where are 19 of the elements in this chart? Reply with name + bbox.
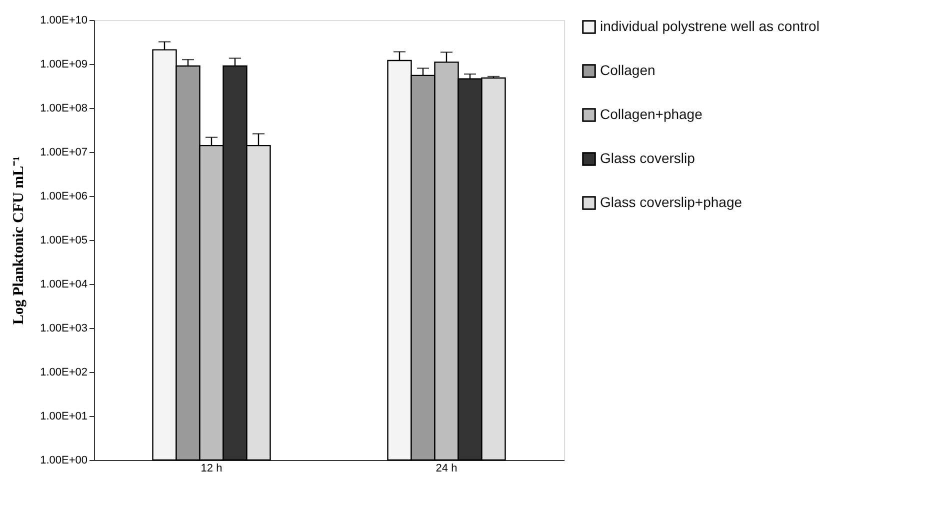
y-tick-label: 1.00E+01 [40, 410, 88, 422]
x-tick-label: 24 h [436, 462, 458, 474]
y-axis-title: Log Planktonic CFU mL⁻¹ [11, 156, 28, 325]
y-tick-label: 1.00E+08 [40, 102, 88, 114]
y-tick-label: 1.00E+00 [40, 454, 88, 466]
y-tick-label: 1.00E+05 [40, 234, 88, 246]
legend-label: Glass coverslip [600, 150, 696, 166]
legend-label: Glass coverslip+phage [600, 194, 742, 210]
y-tick-label: 1.00E+02 [40, 366, 88, 378]
legend-label: Collagen+phage [600, 106, 703, 122]
x-tick-label: 12 h [200, 462, 222, 474]
y-tick-label: 1.00E+09 [40, 58, 88, 70]
y-tick-label: 1.00E+06 [40, 190, 88, 202]
legend-label: Collagen [600, 62, 656, 78]
y-tick-label: 1.00E+10 [40, 14, 88, 26]
legend-label: individual polystrene well as control [600, 18, 820, 34]
y-tick-label: 1.00E+07 [40, 146, 88, 158]
y-tick-label: 1.00E+03 [40, 322, 88, 334]
y-tick-label: 1.00E+04 [40, 278, 88, 290]
